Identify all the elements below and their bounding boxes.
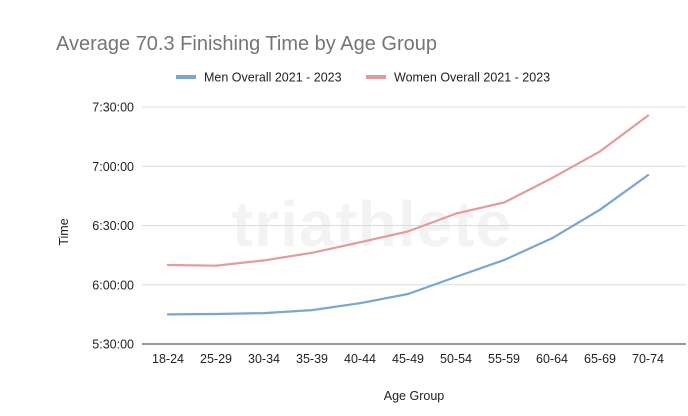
women-data-point xyxy=(598,150,602,153)
y-tick-label: 6:00:00 xyxy=(92,278,134,292)
x-tick-label: 40-44 xyxy=(344,352,376,366)
x-tick-label: 45-49 xyxy=(392,352,424,366)
y-tick-label: 7:00:00 xyxy=(92,160,134,174)
men-data-point xyxy=(262,312,266,315)
series-lines xyxy=(166,114,650,316)
men-data-point xyxy=(454,275,458,278)
men-data-point xyxy=(214,312,218,316)
chart-title: Average 70.3 Finishing Time by Age Group xyxy=(56,33,437,55)
men-data-point xyxy=(550,237,554,240)
men-data-point xyxy=(406,292,410,296)
x-tick-label: 70-74 xyxy=(632,352,664,366)
x-tick-label: 55-59 xyxy=(488,352,520,366)
x-tick-label: 50-54 xyxy=(440,352,472,366)
y-axis-ticks: 5:30:00 6:00:00 6:30:00 7:00:00 7:30:00 xyxy=(92,101,134,352)
x-tick-label: 60-64 xyxy=(536,352,568,366)
x-tick-label: 18-24 xyxy=(152,352,184,366)
women-data-point xyxy=(262,259,266,262)
legend-label-women: Women Overall 2021 - 2023 xyxy=(394,71,550,85)
women-data-point xyxy=(310,251,314,254)
women-data-point xyxy=(358,241,362,244)
women-data-point xyxy=(550,177,554,180)
gridlines xyxy=(142,106,686,345)
men-data-point xyxy=(310,309,314,312)
x-axis-title: Age Group xyxy=(384,389,445,403)
women-data-point xyxy=(214,264,218,267)
men-data-point xyxy=(646,174,650,177)
women-data-point xyxy=(646,114,650,117)
women-data-point xyxy=(166,263,170,267)
legend: Men Overall 2021 - 2023 Women Overall 20… xyxy=(176,71,550,85)
men-data-point xyxy=(358,302,362,305)
men-data-point xyxy=(502,259,506,262)
men-data-point xyxy=(598,208,602,211)
y-tick-label: 5:30:00 xyxy=(92,338,134,352)
x-tick-label: 30-34 xyxy=(248,352,280,366)
men-data-point xyxy=(166,313,170,316)
watermark-text: triathlete xyxy=(232,188,512,260)
women-data-point xyxy=(454,212,458,215)
x-tick-label: 25-29 xyxy=(200,352,232,366)
x-tick-label: 35-39 xyxy=(296,352,328,366)
y-axis-title: Time xyxy=(57,218,71,245)
x-axis-ticks: 18-24 25-29 30-34 35-39 40-44 45-49 50-54 55-59… xyxy=(152,352,664,366)
women-data-point xyxy=(406,230,410,233)
y-tick-label: 7:30:00 xyxy=(92,101,134,115)
y-tick-label: 6:30:00 xyxy=(92,219,134,233)
legend-label-men: Men Overall 2021 - 2023 xyxy=(204,71,342,85)
women-data-point xyxy=(502,201,506,204)
x-tick-label: 65-69 xyxy=(584,352,616,366)
